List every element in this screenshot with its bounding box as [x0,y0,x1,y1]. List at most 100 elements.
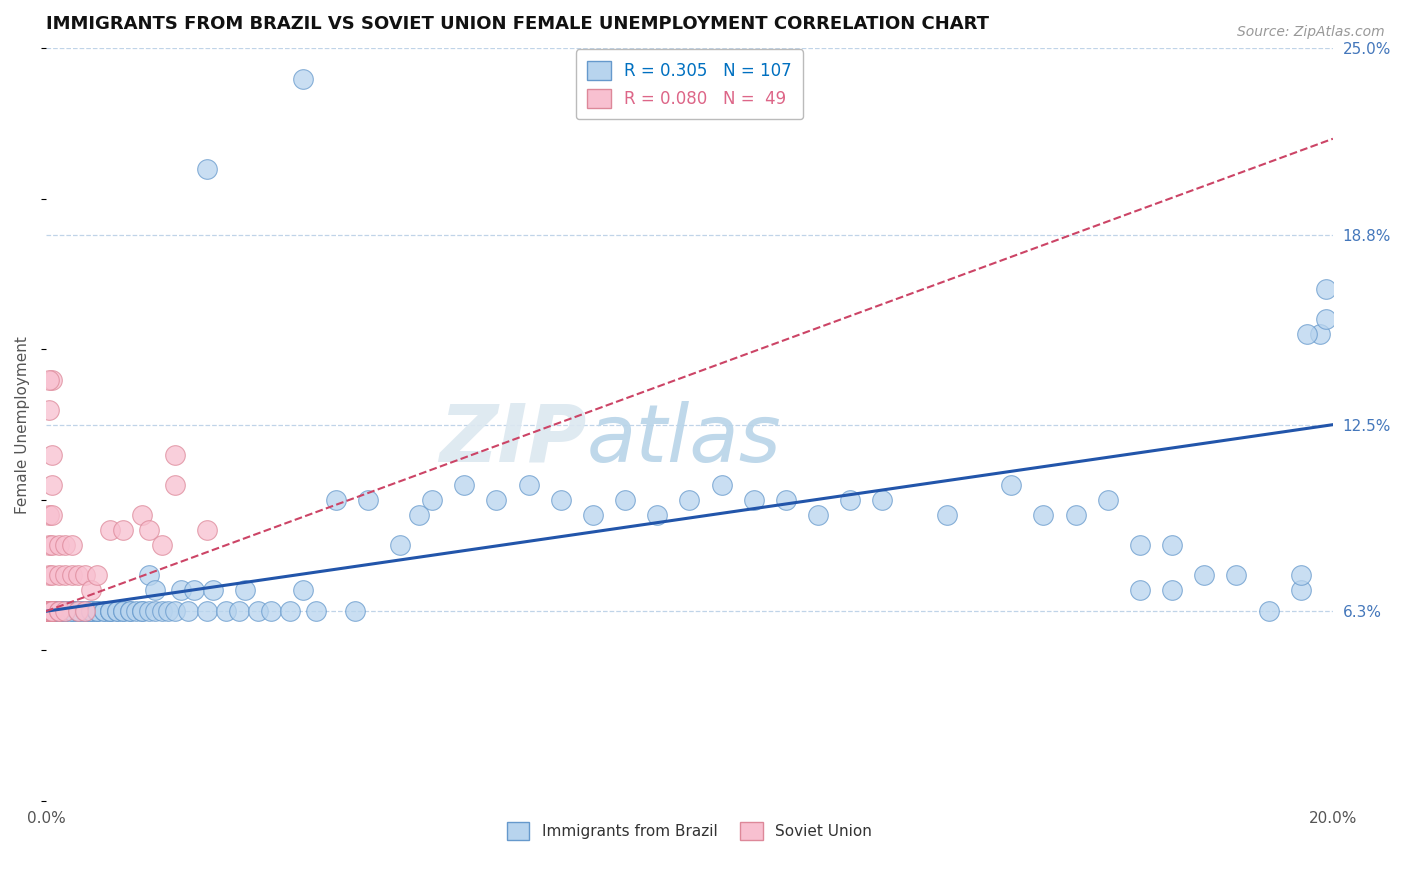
Text: Source: ZipAtlas.com: Source: ZipAtlas.com [1237,25,1385,39]
Point [157,604,180,618]
Point [48,604,70,618]
Point [1000,478,1022,492]
Point [143,583,166,598]
Point [38,604,60,618]
Point [1289,568,1312,582]
Point [80,604,103,618]
Point [742,492,765,507]
Point [38,604,60,618]
Point [1289,583,1312,598]
Point [138,523,160,537]
Point [67,604,90,618]
Point [41,372,63,386]
Point [1192,568,1215,582]
Point [453,478,475,492]
Point [408,508,430,522]
Point [517,478,540,492]
Point [86,568,108,582]
Point [60,538,83,552]
Point [73,604,96,618]
Point [118,604,141,618]
Point [53,604,76,618]
Point [125,604,148,618]
Point [38,402,60,417]
Point [420,492,443,507]
Point [98,604,121,618]
Point [105,604,128,618]
Point [38,568,60,582]
Point [80,604,103,618]
Point [41,604,63,618]
Point [150,538,173,552]
Point [53,604,76,618]
Point [48,604,70,618]
Point [48,538,70,552]
Point [41,604,63,618]
Point [357,492,380,507]
Y-axis label: Female Unemployment: Female Unemployment [15,335,30,514]
Point [73,568,96,582]
Point [38,604,60,618]
Point [41,604,63,618]
Point [41,568,63,582]
Point [41,604,63,618]
Point [183,583,205,598]
Point [41,448,63,462]
Point [41,604,63,618]
Point [41,604,63,618]
Point [202,583,225,598]
Point [60,604,83,618]
Point [645,508,668,522]
Point [41,604,63,618]
Point [305,604,328,618]
Point [195,161,218,176]
Point [105,604,128,618]
Point [292,583,315,598]
Point [343,604,366,618]
Point [131,604,153,618]
Text: IMMIGRANTS FROM BRAZIL VS SOVIET UNION FEMALE UNEMPLOYMENT CORRELATION CHART: IMMIGRANTS FROM BRAZIL VS SOVIET UNION F… [46,15,988,33]
Point [485,492,508,507]
Point [1032,508,1054,522]
Point [550,492,572,507]
Point [195,604,218,618]
Point [1161,583,1184,598]
Point [80,583,103,598]
Point [53,604,76,618]
Point [60,568,83,582]
Point [118,604,141,618]
Point [41,604,63,618]
Point [98,604,121,618]
Point [67,604,90,618]
Point [1097,492,1119,507]
Point [388,538,411,552]
Point [73,604,96,618]
Point [98,523,121,537]
Point [93,604,115,618]
Point [176,604,198,618]
Point [1161,538,1184,552]
Point [131,508,153,522]
Point [935,508,957,522]
Point [48,604,70,618]
Point [41,604,63,618]
Point [48,604,70,618]
Point [53,538,76,552]
Point [131,604,153,618]
Point [86,604,108,618]
Point [138,604,160,618]
Text: ZIP: ZIP [439,401,586,479]
Point [215,604,238,618]
Point [60,604,83,618]
Point [41,604,63,618]
Point [325,492,347,507]
Point [48,604,70,618]
Point [38,604,60,618]
Point [48,604,70,618]
Point [38,508,60,522]
Point [38,372,60,386]
Point [60,604,83,618]
Point [86,604,108,618]
Point [38,604,60,618]
Point [235,583,257,598]
